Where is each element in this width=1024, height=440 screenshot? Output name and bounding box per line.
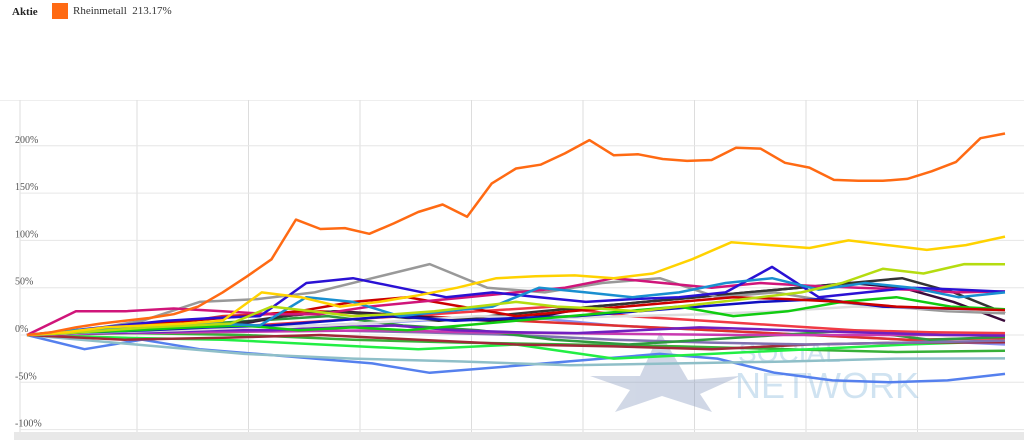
y-tick-label: 100%: [15, 229, 38, 240]
legend-title: Aktie: [12, 6, 38, 18]
series-line-rheinmetall: [26, 132, 1006, 337]
legend: Aktie Rheinmetall 213.17%: [0, 0, 1024, 100]
legend-swatch: [52, 3, 68, 19]
legend-label: Rheinmetall 213.17%: [73, 5, 172, 17]
x-axis-band: [14, 432, 1024, 440]
y-tick-label: 200%: [15, 135, 38, 146]
series-line-salzgitter: [26, 265, 1006, 337]
legend-item[interactable]: Rheinmetall 213.17%: [52, 3, 172, 19]
series-line-baywa: [26, 333, 1006, 367]
series-line-suess-microtec: [26, 333, 1006, 384]
y-tick-label: -50%: [15, 371, 37, 382]
y-tick-label: -100%: [15, 419, 42, 430]
y-tick-label: 50%: [15, 277, 33, 288]
y-tick-label: 150%: [15, 182, 38, 193]
y-tick-label: 0%: [15, 324, 28, 335]
series-line-hochtief: [26, 262, 1006, 337]
svg-text:NETWORK: NETWORK: [735, 365, 919, 406]
series-line-bilfinger: [26, 235, 1006, 337]
series-line-fraport: [26, 295, 1006, 337]
